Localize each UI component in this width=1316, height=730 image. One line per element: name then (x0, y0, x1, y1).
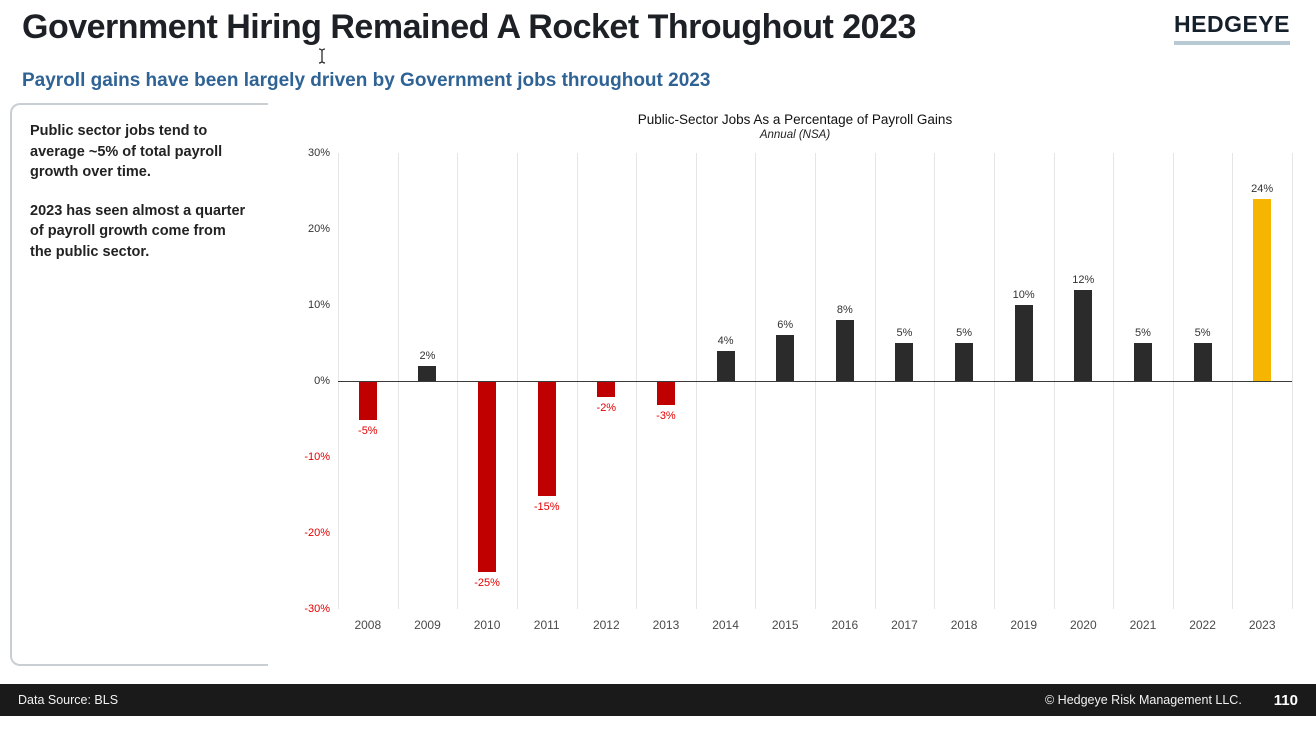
hedgeye-logo: HEDGEYE (1174, 8, 1290, 45)
data-source: Data Source: BLS (18, 693, 119, 707)
y-tick-label: 30% (307, 147, 330, 159)
bar-chart: Public-Sector Jobs As a Percentage of Pa… (298, 112, 1293, 632)
bar-2014 (716, 350, 735, 381)
subtitle: Payroll gains have been largely driven b… (22, 70, 711, 91)
bar-value-label: -5% (358, 425, 378, 437)
bar-value-label: 5% (956, 327, 973, 339)
bar-2010 (478, 382, 497, 572)
x-axis-label: 2010 (473, 618, 501, 632)
bar-2012 (597, 382, 616, 398)
bar-value-label: 12% (1072, 273, 1095, 286)
page-number: 110 (1273, 691, 1298, 709)
plot-row: 30% 20% 10% 0% -10% -20% -30% -5% 2% -25% -15% -2%… (298, 147, 1293, 615)
y-tick-label: -10% (304, 451, 330, 463)
bar-2011 (537, 382, 556, 496)
y-tick-label: 0% (314, 375, 330, 387)
y-tick-label: 10% (307, 299, 330, 311)
copyright: © Hedgeye Risk Management LLC. (1044, 693, 1242, 707)
gridline (1292, 153, 1293, 609)
bar-value-label: 5% (896, 327, 913, 339)
x-axis-label: 2022 (1189, 618, 1216, 632)
bar-2016 (835, 320, 854, 381)
bar-value-label: 6% (777, 319, 794, 332)
plot-area: -5% 2% -25% -15% -2% -3% 4% 6% 8% 5% 5% 10% 12% 5% 5% 2… (338, 153, 1293, 609)
bar-2023 (1253, 198, 1272, 381)
x-axis-label: 2014 (712, 618, 739, 632)
bar-value-label: 5% (1134, 327, 1151, 339)
bar-2022 (1193, 343, 1212, 381)
bar-value-label: -25% (474, 577, 500, 589)
hedgeye-logo-text: HEDGEYE (1174, 11, 1290, 37)
y-tick-label: 20% (307, 223, 330, 235)
bar-value-label: 8% (836, 304, 853, 317)
y-tick-label: -20% (304, 527, 330, 539)
bar-value-label: -3% (656, 409, 676, 422)
text-cursor-icon (317, 48, 327, 69)
bar-2017 (895, 343, 914, 381)
x-axis-label: 2011 (533, 618, 560, 632)
bar-value-label: 5% (1194, 327, 1211, 339)
x-axis-label: 2015 (771, 618, 799, 632)
commentary-paragraph-2: 2023 has seen almost a quarter of payrol… (30, 202, 246, 260)
bar-2019 (1014, 305, 1033, 381)
bar-value-label: 4% (717, 334, 734, 347)
x-axis-label: 2018 (950, 618, 978, 632)
x-axis-label: 2021 (1129, 618, 1157, 632)
x-axis-label: 2019 (1010, 618, 1038, 632)
logo-underline (1174, 41, 1290, 45)
page-title: Government Hiring Remained A Rocket Thro… (22, 8, 916, 46)
bar-2008 (358, 382, 377, 420)
footer-right: © Hedgeye Risk Management LLC. 110 (1045, 692, 1298, 709)
x-axis-label: 2013 (652, 618, 680, 632)
x-axis-label: 2012 (592, 618, 620, 632)
x-axis-label: 2008 (354, 618, 382, 632)
bar-2018 (955, 343, 974, 381)
x-axis-label: 2017 (891, 618, 918, 632)
bar-2015 (776, 335, 795, 381)
bar-value-label: -15% (533, 501, 560, 513)
x-axis-label: 2009 (414, 618, 441, 632)
x-axis-label: 2023 (1248, 618, 1276, 632)
header: Government Hiring Remained A Rocket Thro… (0, 0, 1316, 47)
bar-value-label: 2% (419, 349, 436, 362)
y-tick-label: -30% (304, 603, 330, 615)
commentary-paragraph-1: Public sector jobs tend to average ~5% o… (30, 123, 223, 181)
chart-title: Public-Sector Jobs As a Percentage of Pa… (637, 112, 953, 127)
bar-2009 (418, 365, 437, 381)
bar-2013 (656, 382, 675, 405)
commentary-panel: Public sector jobs tend to average ~5% o… (10, 103, 268, 666)
bar-value-label: 10% (1012, 289, 1035, 301)
y-axis: 30% 20% 10% 0% -10% -20% -30% (298, 147, 338, 615)
zero-axis-line (338, 381, 1292, 382)
chart-subtitle: Annual (NSA) (759, 129, 831, 141)
footer-bar: Data Source: BLS © Hedgeye Risk Manageme… (0, 684, 1316, 716)
bar-2021 (1133, 343, 1152, 381)
x-axis-label: 2016 (831, 618, 859, 632)
bar-value-label: 24% (1251, 182, 1274, 195)
bar-value-label: -2% (596, 402, 617, 415)
bar-2020 (1074, 289, 1093, 381)
x-axis: 2008 2009 2010 2011 2012 2013 2014 2015 2016 2017… (338, 618, 1292, 632)
x-axis-label: 2020 (1069, 618, 1097, 632)
